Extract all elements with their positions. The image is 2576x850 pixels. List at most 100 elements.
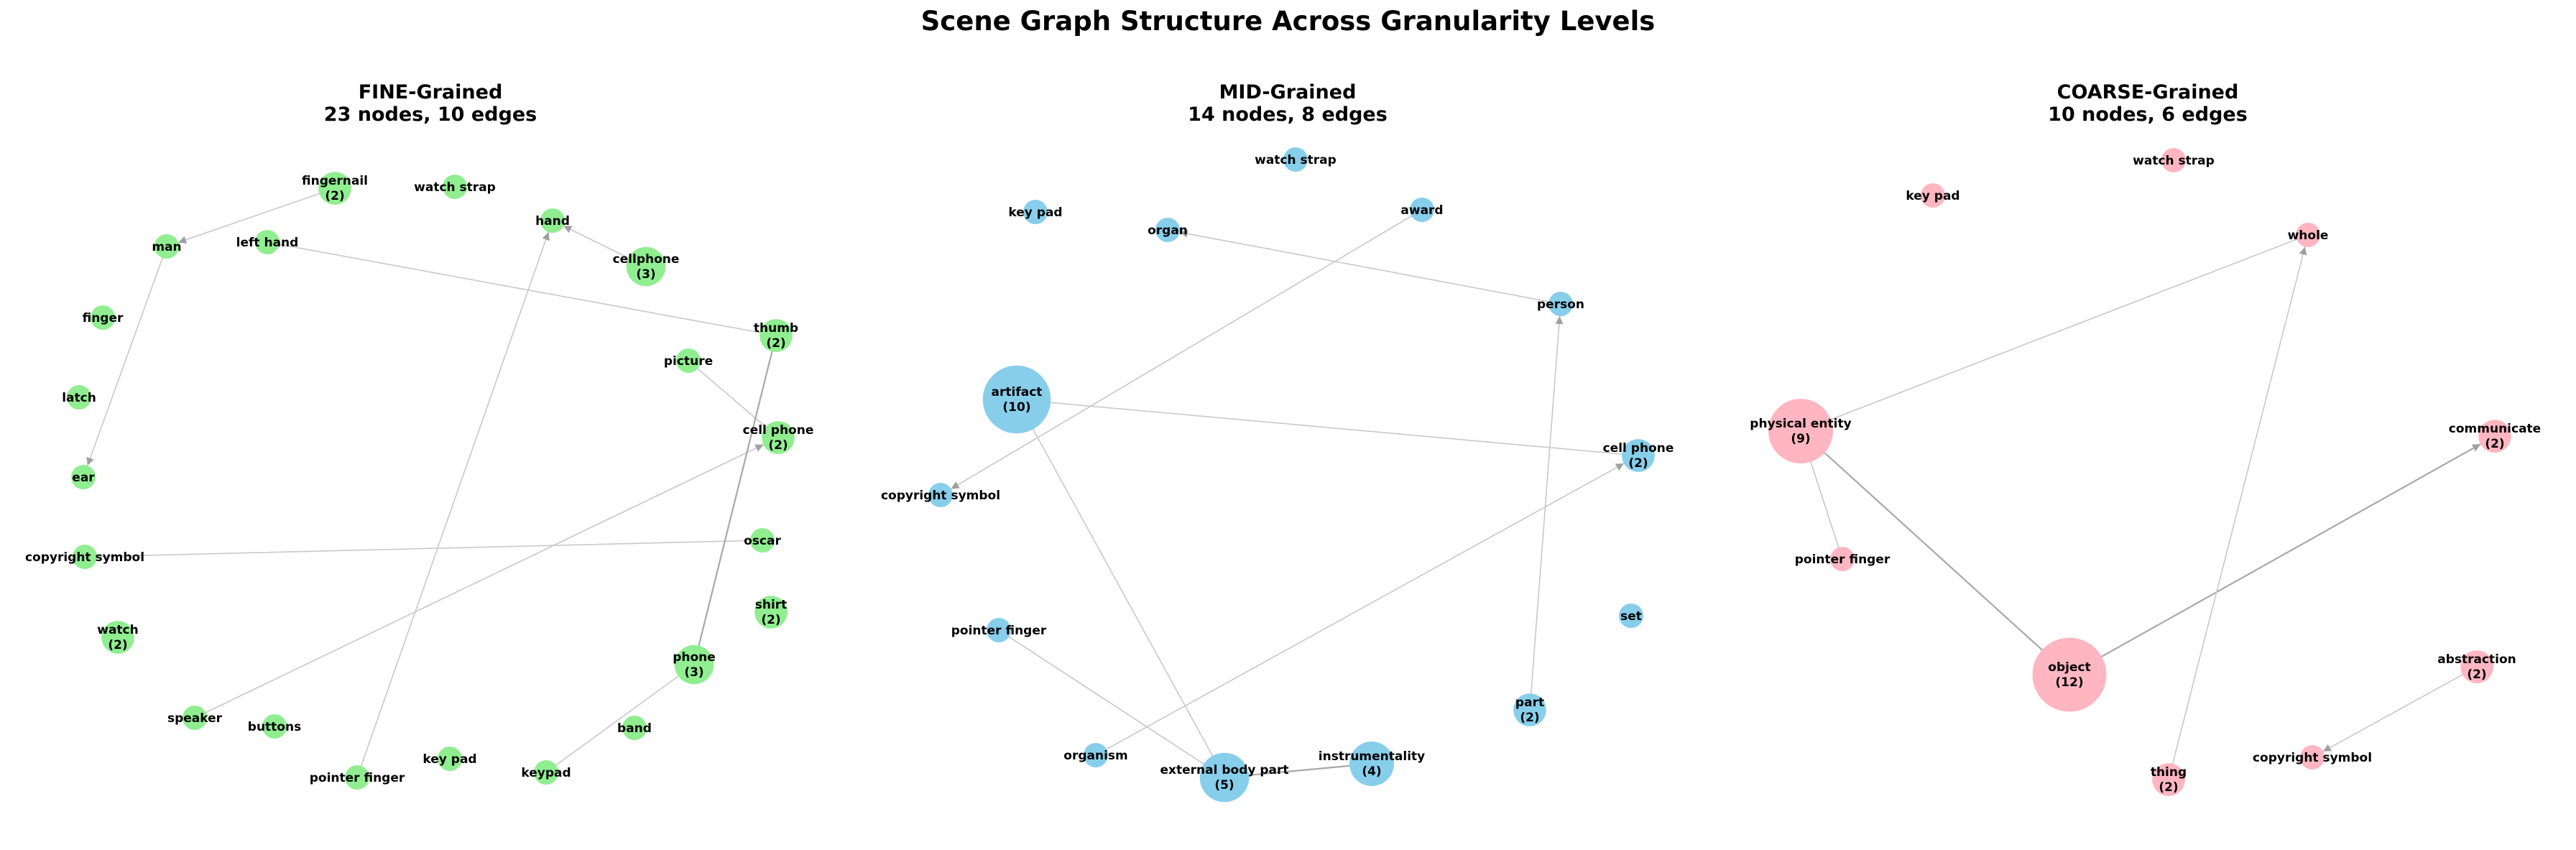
node-circle	[1155, 218, 1180, 242]
node-circle	[71, 465, 96, 489]
node-buttons: buttons	[248, 714, 301, 739]
node-label: keypad	[521, 766, 571, 780]
node-label: artifact (10)	[992, 385, 1043, 415]
node-thumb: thumb (2)	[754, 319, 798, 352]
node-label: left hand	[236, 236, 299, 250]
edge-fingernail-to-man	[177, 188, 336, 244]
graph-panel-fine: fingernail (2) watch strap hand cellphone (3)…	[25, 172, 813, 790]
node-circle	[750, 528, 775, 553]
node-circle	[1619, 604, 1643, 628]
node-label: watch (2)	[97, 623, 138, 652]
node-label: thumb (2)	[754, 321, 798, 351]
node-label: cellphone (3)	[613, 252, 680, 282]
node-label: copyright symbol	[25, 550, 144, 565]
node-circle	[1410, 198, 1434, 222]
node-set: set	[1619, 604, 1643, 628]
node-label: object (12)	[2048, 660, 2090, 690]
node-circle	[1830, 547, 1855, 571]
panel-title-coarse-line1: COARSE-Grained	[2056, 81, 2239, 103]
node-cell-phone: cell phone (2)	[1603, 439, 1674, 472]
node-label: set	[1620, 609, 1642, 624]
node-abstraction: abstraction (2)	[2437, 650, 2516, 683]
node-label: fingernail (2)	[302, 174, 368, 203]
edge-organism-to-cell-phone	[1095, 463, 1625, 756]
node-label: band	[617, 721, 652, 736]
node-circle	[1084, 743, 1108, 767]
node-shirt: shirt (2)	[754, 596, 788, 629]
node-part: part (2)	[1513, 693, 1546, 726]
node-label: organism	[1063, 749, 1127, 763]
node-circle	[762, 421, 795, 454]
node-circle	[154, 234, 179, 259]
edge-speaker-to-cell-phone	[194, 444, 764, 719]
node-circle	[626, 246, 666, 287]
node-object: object (12)	[2032, 637, 2107, 712]
node-label: pointer finger	[951, 624, 1047, 638]
node-circle	[987, 618, 1011, 642]
node-fingernail: fingernail (2)	[302, 172, 368, 205]
node-circle	[67, 385, 91, 410]
node-circle	[2300, 745, 2325, 770]
node-label: whole	[2288, 228, 2329, 243]
node-circle	[676, 348, 701, 373]
figure-title: Scene Graph Structure Across Granularity…	[920, 6, 1656, 37]
edge-phone-to-thumb	[693, 335, 777, 665]
node-cellphone: cellphone (3)	[613, 246, 680, 287]
edge-object-to-communicate	[2069, 443, 2481, 675]
node-copyright-symbol: copyright symbol	[2253, 745, 2372, 770]
edge-award-to-copyright-symbol	[951, 209, 1423, 490]
edge-copyright-symbol-to-oscar	[84, 540, 763, 558]
node-label: instrumentality (4)	[1319, 749, 1425, 779]
node-phone: phone (3)	[673, 645, 716, 685]
node-circle	[91, 305, 115, 330]
node-band: band	[617, 716, 652, 740]
node-circle	[73, 545, 97, 569]
node-label: award	[1400, 203, 1443, 218]
node-circle	[928, 483, 953, 507]
node-copyright-symbol: copyright symbol	[25, 545, 144, 569]
node-label: watch strap	[1255, 153, 1337, 167]
node-pointer-finger: pointer finger	[951, 618, 1047, 642]
node-copyright-symbol: copyright symbol	[881, 483, 1000, 507]
node-instrumentality: instrumentality (4)	[1319, 742, 1425, 786]
node-label: ear	[72, 471, 95, 485]
node-latch: latch	[62, 385, 96, 410]
node-key-pad: key pad	[1008, 200, 1063, 224]
node-label: person	[1537, 297, 1584, 312]
node-circle	[1023, 200, 1048, 224]
node-award: award	[1400, 198, 1444, 222]
node-circle	[101, 621, 134, 654]
node-key-pad: key pad	[1906, 183, 1960, 208]
node-man: man	[152, 234, 182, 259]
node-label: pointer finger	[310, 771, 405, 785]
node-circle	[183, 706, 207, 730]
node-ear: ear	[71, 465, 96, 489]
node-person: person	[1537, 292, 1584, 316]
node-circle	[438, 747, 462, 771]
node-label: watch strap	[414, 180, 496, 195]
node-physical-entity: physical entity (9)	[1750, 399, 1852, 463]
node-label: key pad	[423, 752, 476, 767]
node-label: man	[152, 240, 181, 254]
node-circle	[2478, 420, 2511, 453]
panel-title-mid-line1: MID-Grained	[1219, 81, 1357, 103]
node-circle	[2296, 223, 2320, 247]
node-label: shirt (2)	[755, 598, 788, 627]
node-left-hand: left hand	[236, 230, 299, 254]
panel-title-fine-line2: 23 nodes, 10 edges	[323, 103, 537, 126]
node-circle	[2161, 148, 2186, 172]
node-circle	[1513, 693, 1546, 726]
graph-panel-mid: watch strap key pad award organ person artifa…	[881, 147, 1674, 803]
node-circle	[982, 365, 1051, 434]
node-label: watch strap	[2133, 154, 2215, 168]
node-circle	[2460, 650, 2493, 683]
panel-title-mid-line2: 14 nodes, 8 edges	[1188, 103, 1388, 126]
node-circle	[760, 319, 793, 352]
edge-instrumentality-to-external-body-part	[1224, 762, 1372, 779]
node-label: picture	[664, 354, 713, 369]
edge-pointer-finger-to-external-body-part	[998, 629, 1225, 778]
node-label: external body part (5)	[1160, 763, 1288, 793]
node-circle	[674, 645, 714, 685]
edge-person-to-organ	[1179, 229, 1561, 305]
